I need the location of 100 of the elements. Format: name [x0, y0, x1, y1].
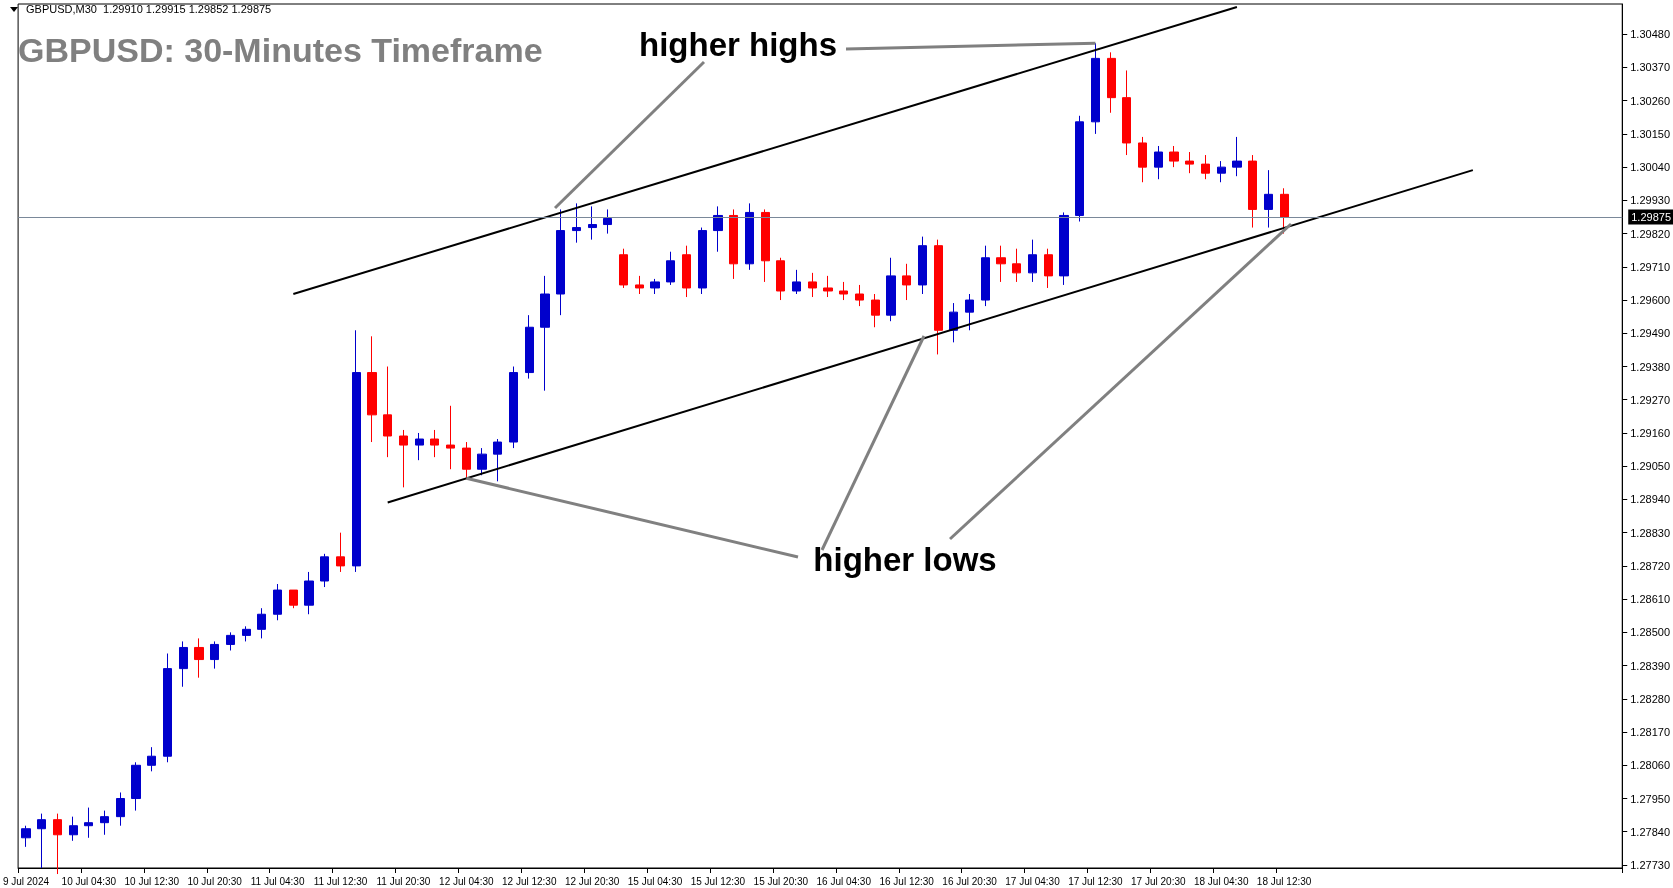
y-tick-label: 1.29050 — [1630, 460, 1670, 473]
y-tick-label: 1.30260 — [1630, 94, 1670, 107]
candlestick — [21, 825, 31, 848]
candlestick — [650, 278, 660, 295]
y-tick-label: 1.29270 — [1630, 393, 1670, 406]
candlestick — [430, 429, 439, 458]
candlestick — [462, 441, 471, 479]
candlestick — [603, 208, 612, 235]
candlestick — [320, 553, 329, 588]
candlestick — [1044, 248, 1053, 289]
y-tick-label: 1.28060 — [1630, 759, 1670, 772]
candlestick — [540, 275, 550, 392]
candlestick — [949, 302, 958, 343]
candlestick — [1059, 211, 1069, 286]
candlestick — [399, 429, 408, 488]
candlestick — [635, 275, 644, 295]
candlestick — [981, 245, 990, 307]
x-tick-label: 10 Jul 20:30 — [187, 875, 243, 887]
candlestick — [556, 208, 565, 316]
candlestick — [934, 239, 943, 355]
candlestick — [729, 208, 738, 280]
x-tick-label: 17 Jul 20:30 — [1131, 875, 1186, 887]
candlestick — [477, 447, 487, 476]
candlestick — [965, 293, 974, 331]
x-tick-label: 12 Jul 20:30 — [564, 875, 620, 887]
y-tick-label: 1.28610 — [1630, 593, 1670, 606]
candlestick — [1138, 136, 1147, 183]
x-tick-label: 10 Jul 04:30 — [61, 875, 117, 887]
candlestick — [823, 275, 833, 298]
candlestick — [1122, 69, 1131, 156]
y-tick-label: 1.28830 — [1630, 526, 1670, 539]
y-tick-label: 1.27950 — [1630, 792, 1670, 805]
candlestick — [257, 607, 266, 639]
candlestick — [352, 329, 361, 573]
y-tick-label: 1.29600 — [1630, 294, 1670, 307]
candlestick — [682, 245, 691, 298]
candlestick — [446, 405, 455, 470]
candlestick — [1248, 154, 1257, 229]
annotation: higher highs — [639, 26, 837, 64]
candlestick — [713, 205, 723, 253]
candlestick — [1201, 154, 1210, 180]
x-tick-label: 9 Jul 2024 — [2, 875, 50, 887]
y-tick-label: 1.29710 — [1630, 260, 1670, 273]
candlestick — [1012, 248, 1021, 283]
x-tick-label: 12 Jul 12:30 — [501, 875, 557, 887]
candlestick — [572, 202, 581, 244]
candlestick — [194, 637, 204, 679]
candlestick — [776, 257, 785, 301]
y-tick-label: 1.29930 — [1630, 194, 1670, 207]
y-tick-label: 1.27730 — [1630, 858, 1670, 871]
candlestick — [367, 335, 377, 443]
candlestick — [116, 791, 125, 827]
text: GBPUSD: 30-Minutes Timeframe — [18, 31, 543, 69]
y-tick-label: 1.28170 — [1630, 726, 1670, 739]
x-tick-label: 15 Jul 20:30 — [753, 875, 809, 887]
y-tick-label: 1.27840 — [1630, 825, 1670, 838]
candlestick — [619, 248, 628, 289]
x-tick-label: 12 Jul 04:30 — [439, 875, 494, 887]
y-tick-label: 1.30040 — [1630, 161, 1670, 174]
x-tick-label: 16 Jul 12:30 — [879, 875, 935, 887]
candlestick — [1217, 160, 1226, 183]
candlestick — [53, 813, 62, 875]
candlestick — [902, 263, 911, 301]
candlestick — [493, 438, 502, 482]
candlestick — [1185, 151, 1194, 174]
candlestick — [1154, 145, 1163, 180]
x-tick-label: 11 Jul 20:30 — [376, 875, 431, 887]
candlestick — [147, 746, 156, 772]
candlestick — [525, 314, 534, 380]
y-tick-label: 1.30150 — [1630, 127, 1670, 140]
candlestick — [698, 227, 707, 295]
candlestick — [886, 257, 896, 322]
x-tick-label: 16 Jul 20:30 — [942, 875, 998, 887]
x-tick-label: 17 Jul 04:30 — [1005, 875, 1061, 887]
candlestick — [1232, 136, 1242, 177]
ref-line-label: 1.29875 — [1631, 210, 1671, 223]
candlestick — [1028, 239, 1037, 283]
y-tick-label: 1.29820 — [1630, 227, 1670, 240]
candlestick — [666, 251, 675, 286]
candlestick — [69, 816, 78, 842]
candlestick — [336, 532, 345, 573]
y-tick-label: 1.28720 — [1630, 559, 1670, 572]
candlestick — [163, 653, 172, 763]
y-tick-label: 1.29160 — [1630, 426, 1670, 439]
candlestick — [745, 202, 754, 271]
candlestick — [226, 631, 235, 651]
candlestick — [1107, 51, 1116, 114]
candlestick — [761, 208, 770, 283]
candlestick — [839, 281, 848, 301]
candlestick — [855, 284, 864, 307]
x-tick-label: 15 Jul 12:30 — [690, 875, 746, 887]
candlestick — [84, 807, 93, 839]
y-tick-label: 1.30480 — [1630, 28, 1670, 41]
candlestick — [808, 272, 817, 298]
candlestick — [996, 245, 1006, 283]
candlestick — [1075, 115, 1084, 223]
candlestick — [304, 571, 314, 615]
y-tick-label: 1.29490 — [1630, 327, 1670, 340]
candlestick — [210, 640, 219, 670]
candlestick — [1091, 42, 1100, 135]
